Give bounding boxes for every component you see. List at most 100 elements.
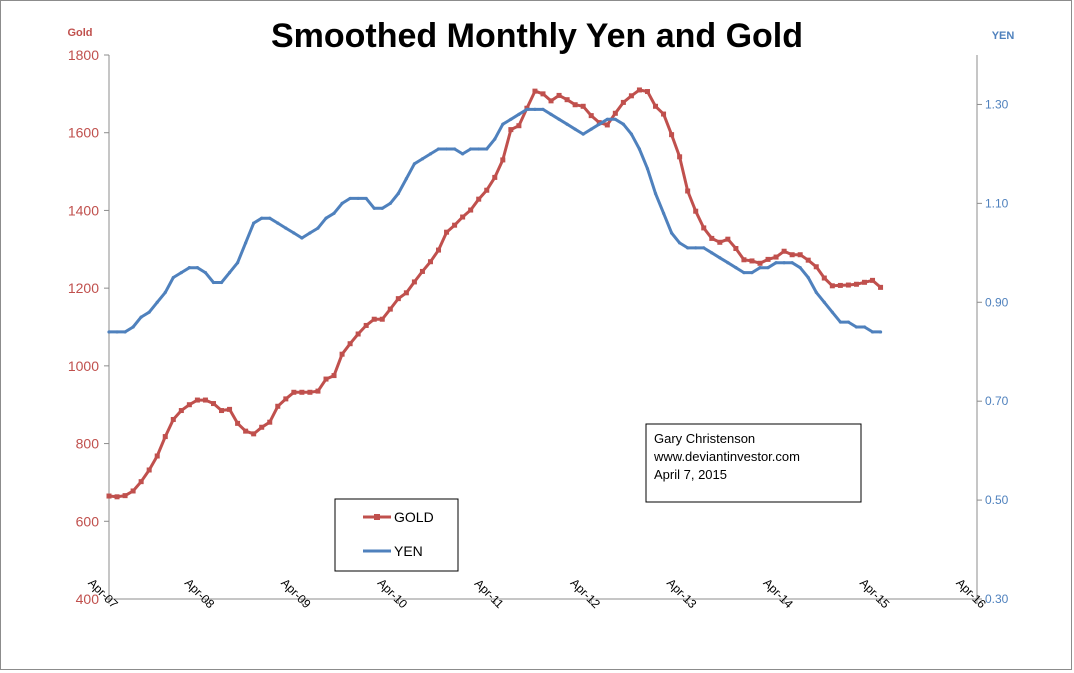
data-point-gold [701, 225, 707, 231]
data-point-yen [870, 330, 875, 334]
data-point-yen [139, 315, 143, 319]
data-point-gold [669, 132, 675, 138]
data-point-gold [419, 268, 425, 274]
data-point-yen [219, 280, 224, 285]
data-point-gold [685, 188, 691, 194]
data-point-yen [195, 266, 200, 270]
data-point-yen [597, 122, 601, 126]
data-point-yen [155, 300, 159, 304]
annotation-author: Gary Christenson [654, 431, 755, 446]
data-point-yen [187, 266, 191, 270]
annotation-date: April 7, 2015 [654, 467, 727, 482]
legend-box [334, 498, 459, 572]
data-point-yen [485, 147, 489, 151]
y-left-tick-label: 1800 [68, 47, 99, 63]
annotation-box: Gary Christenson www.deviantinvestor.com… [645, 423, 862, 503]
y-right-tick-label: 0.50 [985, 493, 1009, 507]
x-tick-label: Apr-14 [761, 576, 797, 612]
data-point-yen [268, 216, 272, 220]
data-point-yen [469, 147, 473, 151]
data-point-gold [861, 279, 867, 285]
data-point-gold [331, 373, 337, 379]
x-tick-label: Apr-10 [375, 576, 411, 612]
data-point-gold [403, 290, 409, 296]
data-point-yen [718, 256, 722, 260]
data-point-gold [516, 123, 522, 129]
data-point-gold [130, 488, 136, 494]
data-point-gold [283, 396, 289, 402]
data-point-gold [468, 207, 474, 213]
data-point-gold [532, 88, 538, 94]
data-point-yen [203, 271, 208, 275]
data-point-yen [244, 241, 248, 245]
data-point-yen [332, 211, 336, 215]
y-right-tick-label: 1.10 [985, 196, 1009, 210]
data-point-yen [726, 261, 730, 265]
data-point-yen [428, 152, 433, 156]
data-point-yen [340, 201, 344, 205]
data-point-gold [371, 316, 377, 322]
data-point-yen [396, 191, 400, 196]
data-point-yen [252, 221, 256, 225]
y-left-axis-title: Gold [67, 27, 92, 39]
y-right-tick-label: 0.70 [985, 394, 1009, 408]
x-tick-label: Apr-08 [182, 576, 218, 612]
data-point-gold [709, 235, 715, 241]
data-point-gold [781, 248, 787, 254]
data-point-yen [653, 191, 658, 196]
data-point-gold [797, 252, 803, 258]
data-point-yen [461, 152, 465, 156]
data-point-yen [661, 211, 666, 215]
data-point-gold [387, 306, 393, 312]
data-point-gold [749, 258, 755, 264]
data-point-yen [766, 266, 770, 270]
data-point-gold [580, 103, 586, 109]
data-point-gold [829, 283, 835, 289]
y-right-axis-title: YEN [992, 30, 1015, 42]
data-point-gold [114, 494, 120, 500]
data-point-gold [194, 397, 200, 403]
data-point-gold [612, 110, 618, 116]
data-point-gold [315, 388, 321, 394]
data-point-yen [613, 117, 617, 121]
data-point-yen [702, 246, 706, 250]
data-point-gold [540, 91, 546, 97]
y-left-ticks: 400 600 800 1000 1200 1400 1600 1800 [68, 47, 109, 607]
data-point-gold [636, 87, 642, 93]
data-point-gold [186, 402, 192, 408]
data-point-yen [838, 320, 842, 324]
data-point-gold [251, 431, 257, 437]
y-left-tick-label: 1400 [68, 202, 99, 218]
data-point-yen [798, 266, 802, 270]
x-tick-label: Apr-16 [953, 576, 989, 612]
data-point-gold [259, 424, 265, 430]
y-right-tick-label: 1.30 [985, 97, 1009, 111]
data-point-yen [372, 206, 376, 210]
data-point-gold [275, 403, 281, 409]
data-point-gold [210, 401, 216, 407]
data-point-yen [814, 290, 818, 294]
data-point-gold [661, 111, 667, 117]
data-point-yen [211, 280, 216, 285]
y-right-tick-label: 0.90 [985, 295, 1009, 309]
data-point-yen [404, 177, 408, 181]
data-point-yen [115, 330, 119, 334]
data-point-gold [653, 103, 659, 109]
data-point-gold [628, 93, 634, 99]
data-point-yen [854, 325, 859, 329]
data-point-yen [645, 167, 650, 171]
data-point-gold [821, 275, 827, 281]
data-point-gold [484, 187, 490, 193]
data-point-yen [678, 241, 682, 245]
data-point-yen [694, 246, 698, 250]
legend-yen-label: YEN [394, 543, 423, 559]
data-point-gold [813, 264, 819, 270]
data-point-yen [557, 117, 561, 121]
data-point-yen [436, 147, 441, 151]
data-point-gold [347, 341, 353, 347]
data-point-gold [604, 122, 610, 128]
y-left-tick-label: 400 [76, 591, 100, 607]
data-point-gold [267, 419, 273, 425]
data-point-gold [870, 277, 876, 283]
